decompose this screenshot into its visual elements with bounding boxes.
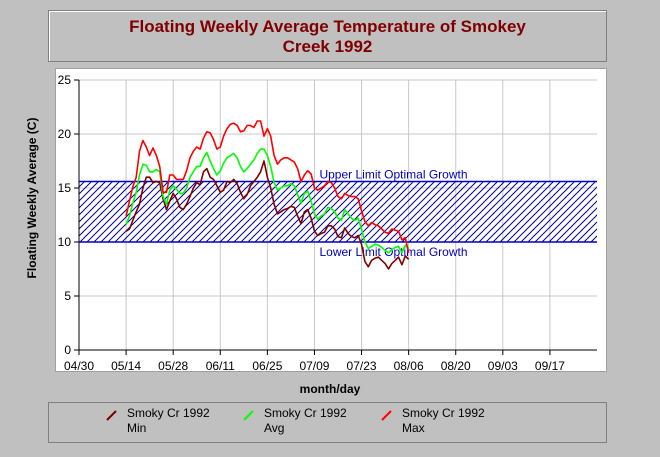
legend-swatch-min: [106, 410, 117, 421]
series-line-min: [125, 160, 410, 270]
x-tick-label: 06/25: [252, 359, 282, 373]
legend-label-max-line2: Max: [402, 421, 425, 435]
x-tick-label: 07/23: [347, 359, 377, 373]
series-line-max: [125, 120, 410, 253]
x-tick-label: 04/30: [64, 359, 94, 373]
legend-label-max-line1: Smoky Cr 1992: [402, 406, 485, 420]
y-tick-label: 15: [58, 181, 72, 195]
y-tick-label: 5: [64, 289, 71, 303]
y-axis-label: Floating Weekly Average (C): [25, 117, 39, 279]
chart-title-box: Floating Weekly Average Temperature of S…: [48, 10, 607, 62]
x-tick-label: 08/20: [441, 359, 471, 373]
upper-limit-label: Upper Limit Optimal Growth: [319, 168, 467, 182]
chart-title-line-2: Creek 1992: [282, 37, 373, 56]
x-tick-label: 07/09: [299, 359, 329, 373]
legend-label-avg-line1: Smoky Cr 1992: [264, 406, 347, 420]
x-tick-label: 09/17: [535, 359, 565, 373]
lower-limit-label: Lower Limit Optimal Growth: [319, 245, 467, 259]
x-tick-label: 08/06: [394, 359, 424, 373]
legend-label-min-line1: Smoky Cr 1992: [127, 406, 210, 420]
y-tick-label: 0: [64, 343, 71, 357]
x-tick-label: 09/03: [488, 359, 518, 373]
y-tick-label: 10: [58, 235, 72, 249]
legend-label-avg-line2: Avg: [264, 421, 285, 435]
y-tick-label: 25: [58, 73, 72, 87]
x-tick-label: 06/11: [206, 359, 235, 373]
x-tick-label: 05/14: [111, 359, 141, 373]
optimal-growth-band: [79, 181, 597, 242]
legend-swatch-avg: [243, 410, 254, 421]
series-line-avg: [125, 148, 410, 254]
chart-title-line-1: Floating Weekly Average Temperature of S…: [129, 17, 526, 36]
y-tick-label: 20: [58, 127, 72, 141]
legend: Smoky Cr 1992 Min Smoky Cr 1992 Avg Smok…: [48, 402, 607, 443]
x-axis-label: month/day: [299, 382, 361, 396]
legend-label-min-line2: Min: [127, 421, 147, 435]
legend-swatch-max: [381, 410, 392, 421]
x-tick-label: 05/28: [158, 359, 188, 373]
